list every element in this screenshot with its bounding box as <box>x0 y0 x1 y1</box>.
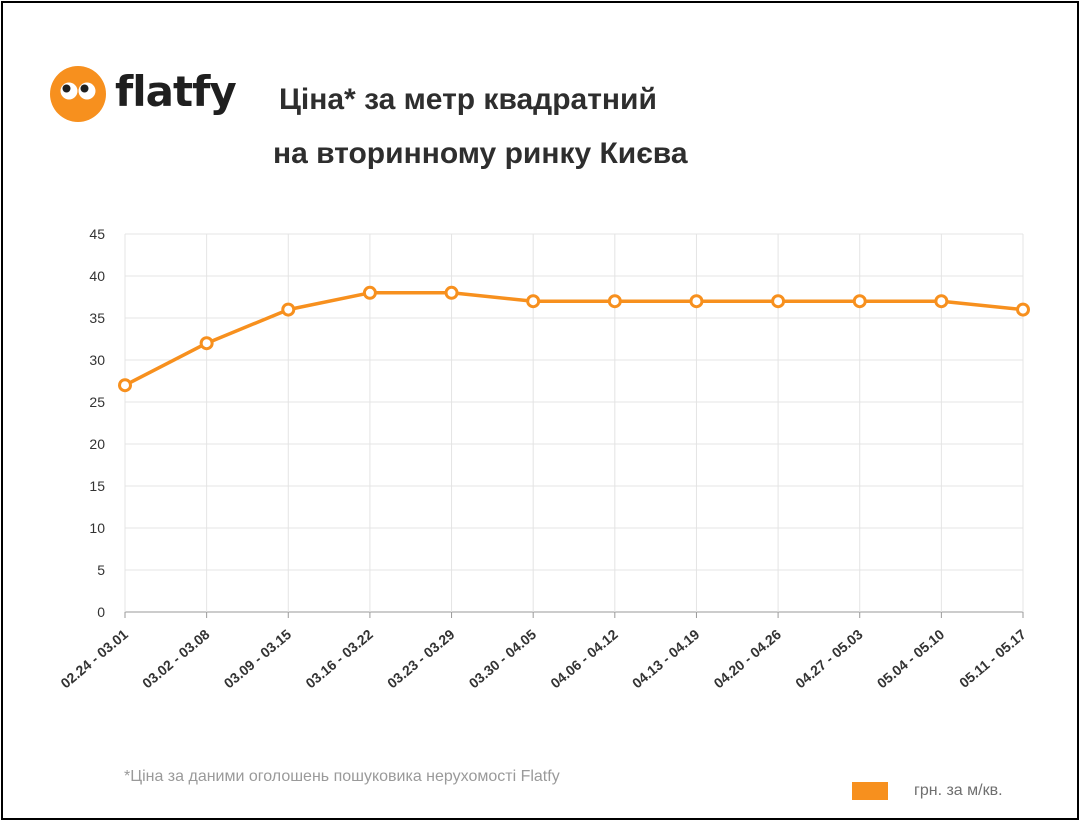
x-tick-label: 04.20 - 04.26 <box>711 626 785 691</box>
x-tick-label: 03.02 - 03.08 <box>139 626 213 691</box>
data-point <box>1016 302 1030 317</box>
data-point <box>526 294 541 309</box>
y-tick-label: 35 <box>89 310 105 326</box>
y-tick-label: 5 <box>97 562 105 578</box>
footnote: *Ціна за даними оголошень пошуковика нер… <box>124 768 560 785</box>
y-tick-label: 25 <box>89 394 105 410</box>
flatfy-eyes-logo-icon <box>50 66 106 122</box>
chart-legend: грн. за м/кв. <box>852 782 1003 800</box>
x-tick-label: 05.04 - 05.10 <box>874 626 948 691</box>
y-tick-label: 0 <box>97 604 105 620</box>
data-point <box>607 294 622 309</box>
y-tick-label: 10 <box>89 520 105 536</box>
x-tick-label: 04.06 - 04.12 <box>547 626 621 691</box>
data-point <box>199 336 214 351</box>
data-point <box>362 285 377 300</box>
flatfy-logo: flatfy <box>49 65 237 123</box>
legend-label: грн. за м/кв. <box>914 782 1003 799</box>
x-tick-label: 05.11 - 05.17 <box>956 626 1029 691</box>
x-tick-label: 03.23 - 03.29 <box>384 626 458 691</box>
data-point <box>934 294 949 309</box>
chart-title-line-2: на вторинному ринку Києва <box>273 137 688 170</box>
data-point <box>118 378 132 393</box>
y-tick-label: 45 <box>89 226 105 242</box>
x-tick-label: 03.09 - 03.15 <box>221 626 295 691</box>
data-point <box>852 294 867 309</box>
data-point <box>689 294 704 309</box>
x-tick-label: 04.13 - 04.19 <box>629 626 703 691</box>
y-tick-label: 15 <box>89 478 105 494</box>
x-tick-label: 03.30 - 04.05 <box>466 626 540 691</box>
data-point <box>771 294 786 309</box>
x-tick-label: 04.27 - 05.03 <box>792 626 866 691</box>
legend-swatch <box>852 782 888 800</box>
x-tick-label: 03.16 - 03.22 <box>302 626 376 691</box>
brand-name: flatfy <box>115 67 237 116</box>
y-tick-label: 40 <box>89 268 105 284</box>
data-point <box>281 302 296 317</box>
x-tick-label: 02.24 - 03.01 <box>57 626 131 691</box>
chart-title-line-1: Ціна* за метр квадратний <box>279 83 657 116</box>
y-tick-label: 30 <box>89 352 105 368</box>
data-point <box>444 285 459 300</box>
series-line <box>123 291 1025 387</box>
chart-title: Ціна* за метр квадратний на вторинному р… <box>273 73 688 181</box>
y-tick-label: 20 <box>89 436 105 452</box>
